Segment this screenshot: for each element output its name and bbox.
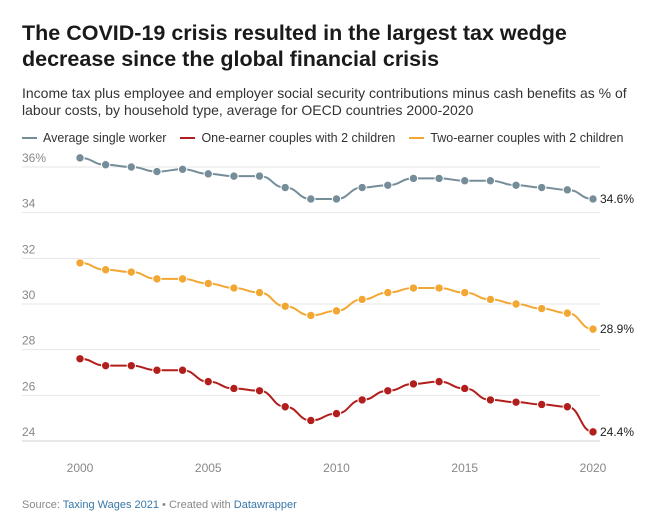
data-point bbox=[177, 365, 188, 375]
x-tick-label: 2010 bbox=[323, 461, 350, 475]
legend-item-one-earner: One-earner couples with 2 children bbox=[180, 131, 395, 145]
data-point bbox=[100, 265, 111, 275]
data-point bbox=[588, 324, 598, 334]
data-point bbox=[408, 173, 419, 184]
data-point bbox=[126, 162, 137, 172]
data-point bbox=[75, 354, 85, 364]
y-tick-label: 32 bbox=[22, 242, 36, 256]
end-value-label: 28.9% bbox=[600, 322, 634, 336]
data-point bbox=[460, 383, 470, 394]
data-point bbox=[434, 376, 444, 387]
data-point bbox=[126, 267, 137, 277]
data-point bbox=[331, 408, 342, 419]
data-point bbox=[537, 182, 547, 193]
data-point bbox=[229, 283, 239, 293]
data-point bbox=[511, 180, 521, 190]
x-tick-label: 2000 bbox=[67, 461, 94, 475]
data-point bbox=[280, 182, 290, 193]
data-point bbox=[306, 310, 316, 321]
data-point bbox=[331, 194, 342, 204]
data-point bbox=[511, 397, 521, 407]
data-point bbox=[306, 415, 316, 426]
data-point bbox=[357, 182, 367, 193]
data-point bbox=[152, 365, 162, 375]
data-point bbox=[383, 180, 393, 190]
legend-swatch-one-earner bbox=[180, 137, 196, 139]
data-point bbox=[357, 294, 367, 305]
y-tick-label: 30 bbox=[22, 288, 36, 302]
data-point bbox=[562, 402, 573, 412]
legend-swatch-two-earner bbox=[409, 137, 425, 139]
legend-swatch-single bbox=[22, 137, 37, 139]
legend-item-single: Average single worker bbox=[22, 131, 166, 145]
data-point bbox=[357, 395, 367, 405]
data-point bbox=[434, 283, 444, 293]
y-tick-label: 24 bbox=[22, 425, 36, 439]
datawrapper-link[interactable]: Datawrapper bbox=[233, 499, 297, 511]
data-point bbox=[100, 360, 111, 371]
data-point bbox=[126, 360, 137, 371]
end-value-label: 24.4% bbox=[600, 425, 634, 439]
data-point bbox=[254, 171, 265, 181]
legend-label-one-earner: One-earner couples with 2 children bbox=[201, 131, 396, 145]
data-point bbox=[485, 294, 496, 305]
data-point bbox=[152, 274, 162, 284]
data-point bbox=[75, 258, 85, 268]
data-point bbox=[537, 399, 547, 410]
series-line-0 bbox=[79, 156, 594, 200]
data-point bbox=[511, 299, 521, 309]
data-point bbox=[152, 166, 162, 177]
data-point bbox=[460, 176, 470, 186]
y-tick-label: 34 bbox=[22, 197, 36, 211]
data-point bbox=[331, 306, 342, 316]
legend: Average single worker One-earner couples… bbox=[22, 131, 637, 145]
data-point bbox=[408, 379, 419, 389]
series-line-2 bbox=[79, 261, 594, 331]
data-point bbox=[383, 287, 393, 298]
legend-item-two-earner: Two-earner couples with 2 children bbox=[409, 131, 623, 145]
data-point bbox=[434, 173, 444, 184]
source-link[interactable]: Taxing Wages 2021 bbox=[62, 499, 159, 511]
data-point bbox=[460, 287, 470, 298]
data-point bbox=[588, 427, 598, 437]
x-tick-label: 2015 bbox=[451, 461, 478, 475]
end-value-label: 34.6% bbox=[600, 192, 634, 206]
legend-label-two-earner: Two-earner couples with 2 children bbox=[430, 131, 624, 145]
data-point bbox=[229, 171, 239, 181]
chart-subtitle: Income tax plus employee and employer so… bbox=[22, 85, 627, 118]
data-point bbox=[177, 164, 188, 174]
data-point bbox=[229, 383, 239, 394]
data-point bbox=[280, 301, 290, 311]
legend-label-single: Average single worker bbox=[43, 131, 167, 145]
data-point bbox=[100, 160, 111, 170]
source-prefix: Source: bbox=[22, 499, 63, 511]
y-tick-label: 26 bbox=[22, 379, 36, 393]
y-tick-label: 28 bbox=[22, 334, 36, 348]
x-tick-label: 2005 bbox=[195, 461, 222, 475]
data-point bbox=[177, 274, 188, 284]
data-point bbox=[306, 194, 316, 204]
created-with-text: • Created with bbox=[159, 499, 234, 511]
data-point bbox=[485, 395, 496, 405]
x-tick-label: 2020 bbox=[580, 461, 607, 475]
data-point bbox=[408, 283, 419, 293]
chart-title: The COVID-19 crisis resulted in the larg… bbox=[22, 21, 567, 71]
data-point bbox=[254, 386, 265, 396]
data-point bbox=[383, 386, 393, 396]
data-point bbox=[280, 402, 290, 412]
data-point bbox=[254, 287, 265, 298]
data-point bbox=[203, 376, 213, 387]
data-point bbox=[562, 185, 573, 195]
data-point bbox=[203, 169, 213, 179]
data-point bbox=[588, 194, 598, 204]
y-tick-label: 36% bbox=[22, 151, 46, 165]
data-point bbox=[485, 176, 496, 186]
data-point bbox=[75, 153, 85, 163]
data-point bbox=[537, 303, 547, 314]
data-point bbox=[203, 278, 213, 289]
source-footer: Source: Taxing Wages 2021 • Created with… bbox=[22, 499, 297, 511]
data-point bbox=[562, 308, 573, 318]
